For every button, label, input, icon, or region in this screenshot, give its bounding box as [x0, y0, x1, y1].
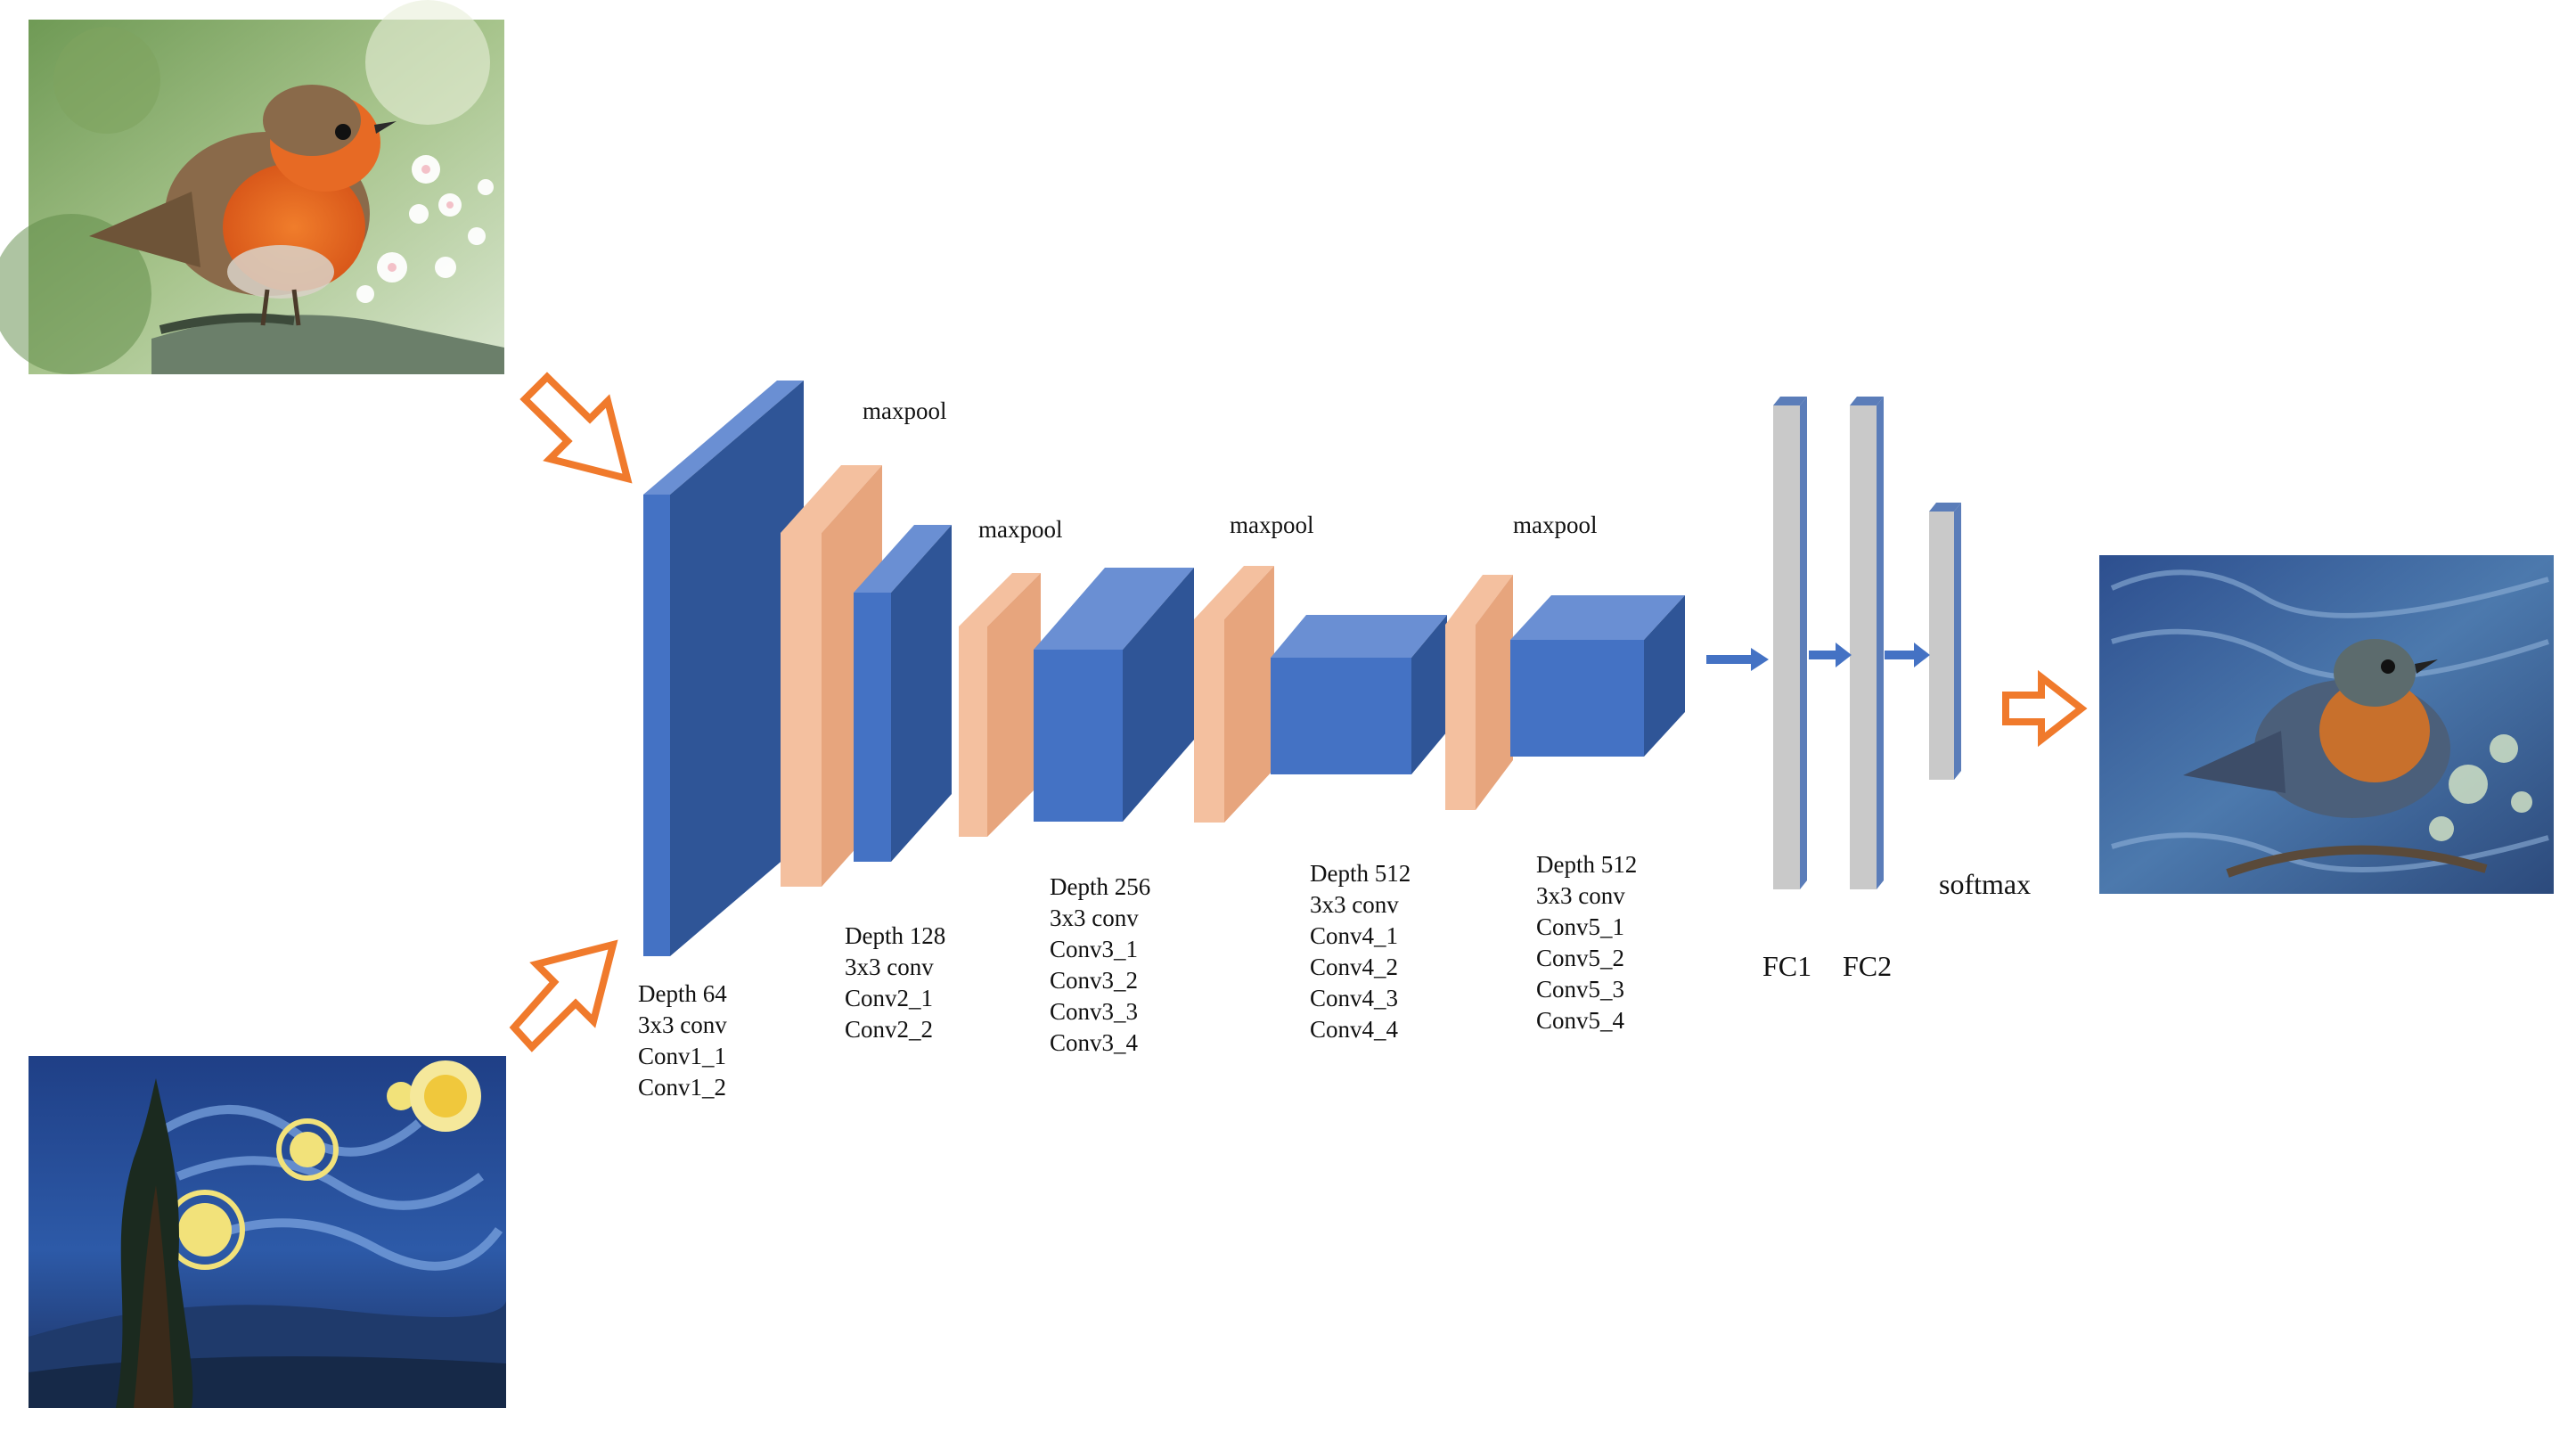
maxpool-label-4: maxpool [1513, 512, 1598, 538]
output-image [2099, 555, 2554, 894]
block2-line: Conv2_2 [845, 1016, 933, 1043]
block-labels: Depth 64 3x3 conv Conv1_1 Conv1_2 Depth … [638, 851, 1643, 1101]
conv-block-1-top [643, 381, 804, 495]
block5-label: Depth 512 3x3 conv Conv5_1 Conv5_2 Conv5… [1536, 851, 1643, 1034]
block4-line: Conv4_2 [1310, 954, 1398, 980]
conv-block-3-side [1123, 568, 1194, 822]
maxpool-layer-2-top [959, 573, 1041, 626]
block4-line: 3x3 conv [1310, 891, 1399, 918]
maxpool-label-2: maxpool [978, 516, 1063, 543]
block3-line: Conv3_2 [1050, 967, 1138, 994]
maxpool-layer-1-top [781, 465, 882, 533]
block1-line: Depth 64 [638, 980, 727, 1007]
block1-label: Depth 64 3x3 conv Conv1_1 Conv1_2 [638, 980, 732, 1101]
fc2-layer-front [1850, 405, 1877, 889]
conv-block-2-top [854, 525, 952, 593]
conv-block-5-front [1510, 640, 1644, 757]
fc1-layer-front [1773, 405, 1800, 889]
softmax-layer-side [1954, 503, 1961, 780]
block5-line: Conv5_4 [1536, 1007, 1625, 1034]
block4-line: Depth 512 [1310, 860, 1411, 887]
maxpool-layer-4-side [1476, 575, 1513, 810]
conv-block-1-side [670, 381, 804, 956]
fc1-to-fc2-arrow [1809, 643, 1852, 667]
conv-block-3-top [1034, 568, 1194, 650]
flatten-arrow [1706, 648, 1769, 671]
style-image [29, 1056, 506, 1408]
block4-label: Depth 512 3x3 conv Conv4_1 Conv4_2 Conv4… [1310, 860, 1417, 1043]
block1-line: Conv1_2 [638, 1074, 726, 1101]
block5-line: Conv5_2 [1536, 945, 1624, 971]
block1-line: 3x3 conv [638, 1011, 727, 1038]
maxpool-layer-3-top [1194, 566, 1274, 619]
maxpool-layer-4-top [1445, 575, 1513, 625]
block4-line: Conv4_4 [1310, 1016, 1399, 1043]
conv-block-3-front [1034, 650, 1123, 822]
softmax-label: softmax [1939, 868, 2031, 900]
maxpool-layer-2-front [959, 626, 987, 837]
block3-label: Depth 256 3x3 conv Conv3_1 Conv3_2 Conv3… [1050, 873, 1157, 1056]
block3-line: Conv3_3 [1050, 998, 1138, 1025]
block2-label: Depth 128 3x3 conv Conv2_1 Conv2_2 [845, 922, 952, 1043]
block3-line: 3x3 conv [1050, 905, 1139, 931]
content-image [0, 0, 504, 374]
fc1-layer-side [1800, 397, 1807, 889]
maxpool-label-1: maxpool [863, 397, 947, 424]
softmax-layer-front [1929, 512, 1954, 780]
block5-line: 3x3 conv [1536, 882, 1625, 909]
block3-line: Depth 256 [1050, 873, 1150, 900]
block5-line: Depth 512 [1536, 851, 1637, 878]
block4-line: Conv4_3 [1310, 985, 1398, 1011]
conv-block-2-front [854, 593, 891, 862]
fc2-to-softmax-arrow [1885, 643, 1930, 667]
block4-line: Conv4_1 [1310, 922, 1398, 949]
block5-line: Conv5_3 [1536, 976, 1624, 1003]
fc2-label: FC2 [1843, 950, 1892, 982]
block3-line: Conv3_4 [1050, 1029, 1139, 1056]
conv-block-5-side [1644, 595, 1685, 757]
output-arrow [2002, 669, 2088, 748]
conv-block-4-front [1271, 658, 1411, 774]
block3-line: Conv3_1 [1050, 936, 1138, 962]
content-input-arrow [519, 372, 633, 484]
maxpool-layer-3-side [1224, 566, 1274, 823]
conv-block-4-top [1271, 615, 1447, 658]
network-layers [643, 381, 1961, 956]
maxpool-layer-2-side [987, 573, 1041, 837]
maxpool-label-3: maxpool [1230, 512, 1314, 538]
maxpool-layer-4-front [1445, 625, 1476, 810]
fc1-layer-top [1773, 397, 1807, 405]
conv-block-5-top [1510, 595, 1685, 640]
block2-line: Conv2_1 [845, 985, 933, 1011]
maxpool-labels: maxpool maxpool maxpool maxpool [863, 397, 1598, 543]
block1-line: Conv1_1 [638, 1043, 726, 1069]
softmax-layer-top [1929, 503, 1961, 512]
conv-block-2-side [891, 525, 952, 862]
block2-line: Depth 128 [845, 922, 945, 949]
style-input-arrow [509, 939, 618, 1052]
fc2-layer-top [1850, 397, 1884, 405]
conv-block-1-front [643, 495, 670, 956]
block5-line: Conv5_1 [1536, 913, 1624, 940]
conv-block-4-side [1411, 615, 1447, 774]
block2-line: 3x3 conv [845, 954, 934, 980]
fc2-layer-side [1877, 397, 1884, 889]
fc1-label: FC1 [1762, 950, 1811, 982]
maxpool-layer-1-front [781, 533, 822, 887]
maxpool-layer-3-front [1194, 619, 1224, 823]
